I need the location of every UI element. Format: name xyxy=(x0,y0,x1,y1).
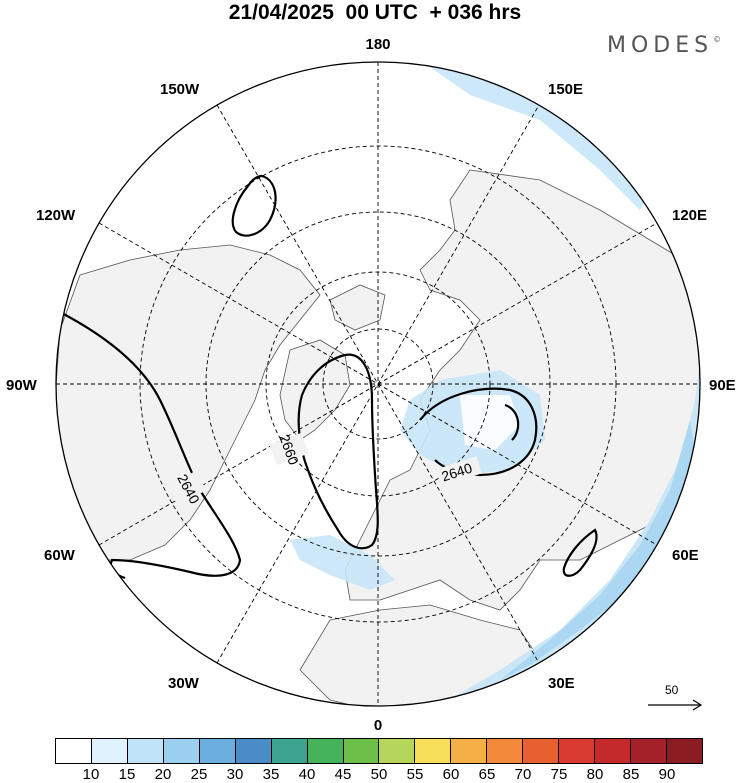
lon-label-180: 180 xyxy=(365,36,390,53)
polar-map: 2640 2660 2640 180 0 90W 90E 150W 120W 6… xyxy=(6,36,736,734)
lon-label-120w: 120W xyxy=(36,207,76,224)
lon-label-90e: 90E xyxy=(709,377,736,394)
colorbar-segment xyxy=(343,739,380,763)
colorbar-tick-label: 15 xyxy=(118,766,136,783)
colorbar-segment xyxy=(415,739,452,763)
lon-label-90w: 90W xyxy=(6,377,38,394)
reference-vector-label: 50 xyxy=(665,683,679,697)
landmass xyxy=(56,169,700,706)
colorbar-tick-label: 25 xyxy=(190,766,208,783)
colorbar-tick-label: 70 xyxy=(514,766,532,783)
longitude-labels: 180 0 90W 90E 150W 120W 60W 30W 150E 120… xyxy=(6,36,736,734)
map-title: 21/04/2025 00 UTC + 036 hrs xyxy=(228,1,522,24)
lon-label-120e: 120E xyxy=(672,207,707,224)
colorbar-tick-label: 65 xyxy=(478,766,496,783)
colorbar-segment xyxy=(235,739,272,763)
colorbar-segment xyxy=(451,739,488,763)
contour-closed-pacific xyxy=(231,174,277,237)
colorbar-tick-label: 40 xyxy=(298,766,316,783)
colorbar-segment xyxy=(56,739,92,763)
colorbar-tick-label: 55 xyxy=(406,766,424,783)
lon-label-150w: 150W xyxy=(160,81,200,98)
colorbar-segment xyxy=(631,739,667,763)
lon-label-30w: 30W xyxy=(168,675,200,692)
colorbar-segment xyxy=(379,739,416,763)
colorbar-segment xyxy=(91,739,128,763)
colorbar-tick-label: 80 xyxy=(586,766,604,783)
colorbar-tick-label: 60 xyxy=(442,766,460,783)
colorbar-segment xyxy=(666,739,702,763)
brand-text: MODES xyxy=(607,33,714,58)
colorbar-tick-label: 30 xyxy=(226,766,244,783)
colorbar-ticks: 10 15 20 25 30 35 40 45 50 55 60 65 70 75 80 85 90 xyxy=(55,766,703,783)
colorbar-tick-label: 90 xyxy=(658,766,676,783)
colorbar-segment xyxy=(271,739,308,763)
colorbar-segment xyxy=(307,739,344,763)
colorbar-tick-label: 10 xyxy=(82,766,100,783)
lon-label-0: 0 xyxy=(374,717,382,734)
colorbar-segment xyxy=(127,739,164,763)
colorbar-tick-label: 75 xyxy=(550,766,568,783)
map-border xyxy=(55,61,701,707)
contour-labels: 2640 2660 2640 xyxy=(167,432,482,507)
colorbar-segment xyxy=(523,739,560,763)
colorbar-segment xyxy=(595,739,631,763)
reference-vector-arrow-icon xyxy=(648,699,703,711)
colorbar-tick-label: 50 xyxy=(370,766,388,783)
colorbar-segment xyxy=(199,739,236,763)
lon-label-60e: 60E xyxy=(672,547,699,564)
lon-label-30e: 30E xyxy=(548,675,575,692)
lon-label-150e: 150E xyxy=(548,81,583,98)
colorbar-tick-label: 85 xyxy=(622,766,640,783)
colorbar xyxy=(55,738,703,764)
colorbar-tick-label: 45 xyxy=(334,766,352,783)
colorbar-segment xyxy=(487,739,524,763)
map-content: 2640 2660 2640 xyxy=(56,62,700,706)
brand-logo: MODES© xyxy=(607,33,721,58)
colorbar-segment xyxy=(559,739,596,763)
colorbar-segment xyxy=(163,739,200,763)
colorbar-tick-label: 35 xyxy=(262,766,280,783)
colorbar-tick-label: 20 xyxy=(154,766,172,783)
copyright-mark: © xyxy=(713,35,722,44)
lon-label-60w: 60W xyxy=(44,547,76,564)
